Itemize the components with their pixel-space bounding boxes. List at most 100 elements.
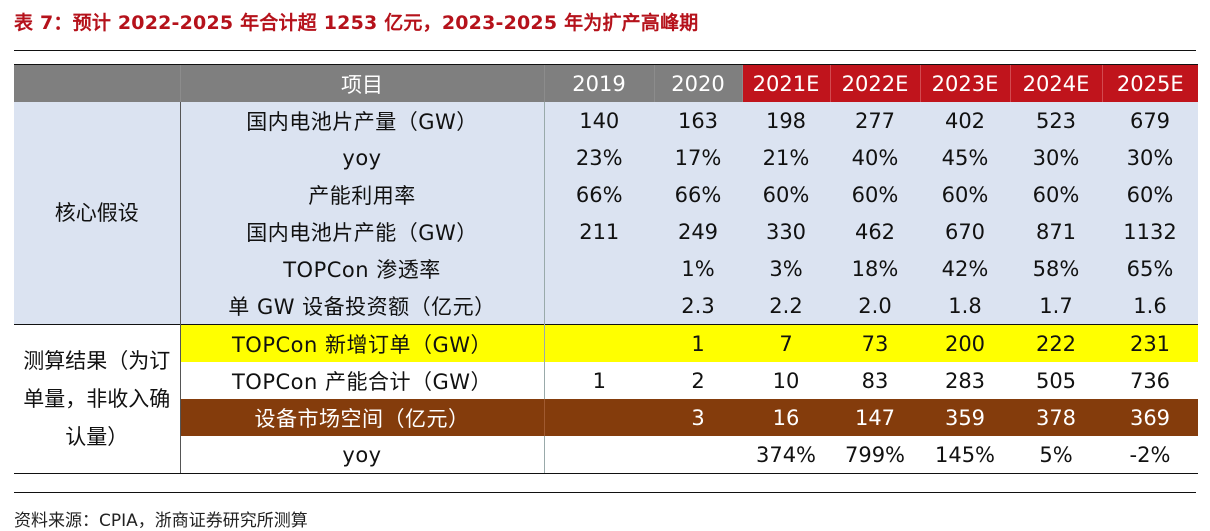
cell: 871 bbox=[1010, 213, 1102, 250]
cell: 73 bbox=[830, 324, 920, 362]
cell: 1 bbox=[654, 324, 742, 362]
cell: 249 bbox=[654, 213, 742, 250]
row-label: 单 GW 设备投资额（亿元） bbox=[180, 287, 545, 325]
cell: 3 bbox=[654, 399, 742, 436]
cell: 359 bbox=[920, 399, 1010, 436]
cell: 2.0 bbox=[830, 287, 920, 325]
header-blank bbox=[14, 64, 180, 102]
table-row: 测算结果（为订单量，非收入确认量） TOPCon 新增订单（GW） 1 7 73… bbox=[14, 324, 1198, 474]
category-core-assumptions: 核心假设 bbox=[14, 102, 181, 325]
header-year-estimate: 2023E bbox=[919, 64, 1010, 102]
cell: 45% bbox=[920, 139, 1010, 176]
row-label: yoy bbox=[180, 436, 545, 474]
cell: 5% bbox=[1010, 436, 1102, 474]
table-row: yoy 23% 17% 21% 40% 45% 30% 30% bbox=[14, 139, 1198, 176]
table-row: TOPCon 渗透率 1% 3% 18% 42% 58% 65% bbox=[14, 250, 1198, 287]
table-row: 单 GW 设备投资额（亿元） 2.3 2.2 2.0 1.8 1.7 1.6 bbox=[14, 287, 1198, 325]
cell: 60% bbox=[830, 176, 920, 213]
cell: 60% bbox=[1102, 176, 1198, 213]
cell: 16 bbox=[742, 399, 830, 436]
cell: 145% bbox=[920, 436, 1010, 474]
row-label: TOPCon 新增订单（GW） bbox=[180, 324, 545, 362]
cell: 2.3 bbox=[654, 287, 742, 325]
table-row: 国内电池片产能（GW） 211 249 330 462 670 871 1132 bbox=[14, 213, 1198, 250]
row-label: 国内电池片产量（GW） bbox=[180, 102, 545, 139]
row-label: 设备市场空间（亿元） bbox=[180, 399, 545, 436]
cell: 83 bbox=[830, 362, 920, 399]
cell: 211 bbox=[544, 213, 654, 250]
cell bbox=[544, 250, 654, 287]
cell: 198 bbox=[742, 102, 830, 139]
cell: 21% bbox=[742, 139, 830, 176]
category-estimation-results: 测算结果（为订单量，非收入确认量） bbox=[14, 324, 181, 474]
cell: 283 bbox=[920, 362, 1010, 399]
cell: 1 bbox=[544, 362, 654, 399]
row-label: 国内电池片产能（GW） bbox=[180, 213, 545, 250]
table-title: 表 7：预计 2022-2025 年合计超 1253 亿元，2023-2025 … bbox=[14, 12, 699, 34]
cell: 1.7 bbox=[1010, 287, 1102, 325]
cell: 58% bbox=[1010, 250, 1102, 287]
cell: 374% bbox=[742, 436, 830, 474]
cell: 679 bbox=[1102, 102, 1198, 139]
table-row: 产能利用率 66% 66% 60% 60% 60% 60% 60% bbox=[14, 176, 1198, 213]
cell bbox=[544, 324, 654, 362]
cell: 66% bbox=[544, 176, 654, 213]
cell: 17% bbox=[654, 139, 742, 176]
cell: 10 bbox=[742, 362, 830, 399]
cell: 40% bbox=[830, 139, 920, 176]
cell: 7 bbox=[742, 324, 830, 362]
row-label: yoy bbox=[180, 139, 545, 176]
cell: 505 bbox=[1010, 362, 1102, 399]
title-rule bbox=[14, 50, 1196, 51]
cell: 1.8 bbox=[920, 287, 1010, 325]
header-row: 项目 2019 2020 2021E 2022E 2023E 2024E 202… bbox=[14, 64, 1198, 102]
table-row: 核心假设 国内电池片产量（GW） 140 163 198 277 402 523… bbox=[14, 102, 1198, 325]
cell: 60% bbox=[920, 176, 1010, 213]
cell: 1.6 bbox=[1102, 287, 1198, 325]
cell: 66% bbox=[654, 176, 742, 213]
cell: 330 bbox=[742, 213, 830, 250]
cell: 60% bbox=[1010, 176, 1102, 213]
cell: 402 bbox=[920, 102, 1010, 139]
cell: 30% bbox=[1102, 139, 1198, 176]
cell: 222 bbox=[1010, 324, 1102, 362]
cell: 277 bbox=[830, 102, 920, 139]
header-year-estimate: 2024E bbox=[1009, 64, 1102, 102]
cell: 163 bbox=[654, 102, 742, 139]
source-rule bbox=[14, 492, 1196, 493]
header-year: 2020 bbox=[653, 64, 742, 102]
cell bbox=[544, 399, 654, 436]
cell: 140 bbox=[544, 102, 654, 139]
cell: 30% bbox=[1010, 139, 1102, 176]
forecast-table: 项目 2019 2020 2021E 2022E 2023E 2024E 202… bbox=[14, 64, 1198, 474]
header-year-estimate: 2025E bbox=[1101, 64, 1198, 102]
cell: 736 bbox=[1102, 362, 1198, 399]
header-year-estimate: 2021E bbox=[741, 64, 830, 102]
table-row: 设备市场空间（亿元） 3 16 147 359 378 369 bbox=[14, 399, 1198, 436]
cell: 60% bbox=[742, 176, 830, 213]
cell: 200 bbox=[920, 324, 1010, 362]
cell bbox=[654, 436, 742, 474]
row-label: TOPCon 渗透率 bbox=[180, 250, 545, 287]
cell: 670 bbox=[920, 213, 1010, 250]
header-item: 项目 bbox=[179, 64, 544, 102]
cell: 3% bbox=[742, 250, 830, 287]
cell: 65% bbox=[1102, 250, 1198, 287]
cell: 147 bbox=[830, 399, 920, 436]
cell: 523 bbox=[1010, 102, 1102, 139]
cell: -2% bbox=[1102, 436, 1198, 474]
cell: 2 bbox=[654, 362, 742, 399]
cell: 1% bbox=[654, 250, 742, 287]
cell: 378 bbox=[1010, 399, 1102, 436]
table-row: TOPCon 产能合计（GW） 1 2 10 83 283 505 736 bbox=[14, 362, 1198, 399]
table-row: yoy 374% 799% 145% 5% -2% bbox=[14, 436, 1198, 474]
cell: 369 bbox=[1102, 399, 1198, 436]
cell: 1132 bbox=[1102, 213, 1198, 250]
cell: 2.2 bbox=[742, 287, 830, 325]
source-note: 资料来源：CPIA，浙商证券研究所测算 bbox=[14, 511, 308, 531]
cell: 42% bbox=[920, 250, 1010, 287]
header-year-estimate: 2022E bbox=[829, 64, 920, 102]
cell: 23% bbox=[544, 139, 654, 176]
cell bbox=[544, 436, 654, 474]
cell bbox=[544, 287, 654, 325]
